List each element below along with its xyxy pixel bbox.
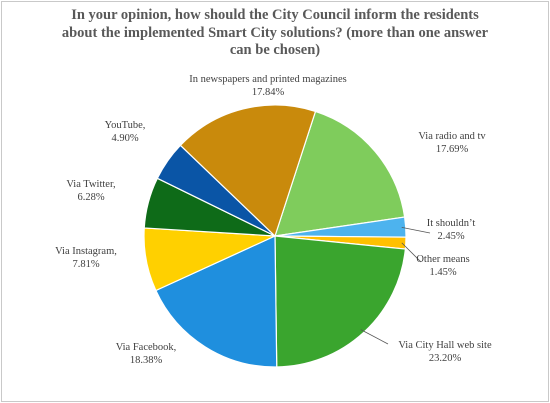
pie-slice-8 bbox=[179, 104, 317, 238]
slice-label-0: Via radio and tv bbox=[418, 131, 486, 142]
slice-label-7: YouTube, bbox=[105, 120, 146, 131]
pie-slices bbox=[143, 104, 407, 368]
pie-slice-0 bbox=[274, 110, 406, 237]
slice-label-1: It shouldn’t bbox=[427, 218, 476, 229]
slice-value-label-8: 17.84% bbox=[252, 87, 285, 98]
slice-value-label-1: 2.45% bbox=[437, 231, 464, 242]
slice-label-6: Via Twitter, bbox=[66, 179, 115, 190]
slice-label-3: Via City Hall web site bbox=[398, 340, 492, 351]
slice-value-label-4: 18.38% bbox=[130, 355, 163, 366]
chart-title-line-3: can be chosen) bbox=[229, 42, 321, 58]
chart-title-line-1: In your opinion, how should the City Cou… bbox=[71, 7, 479, 23]
slice-value-label-5: 7.81% bbox=[72, 259, 99, 270]
slice-label-5: Via Instagram, bbox=[55, 246, 117, 257]
slice-label-2: Other means bbox=[416, 254, 469, 265]
slice-value-label-0: 17.69% bbox=[436, 144, 469, 155]
slice-labels: Via radio and tv 17.69% It shouldn’t 2.45% O… bbox=[55, 74, 492, 366]
slice-label-8: In newspapers and printed magazines bbox=[189, 74, 346, 85]
chart-title-line-2: about the implemented Smart City solutio… bbox=[61, 24, 489, 41]
slice-value-label-6: 6.28% bbox=[77, 192, 104, 203]
leader-line-3 bbox=[360, 329, 389, 345]
slice-label-4: Via Facebook, bbox=[116, 342, 177, 353]
slice-value-label-7: 4.90% bbox=[111, 133, 138, 144]
slice-value-label-3: 23.20% bbox=[429, 353, 462, 364]
leader-lines bbox=[360, 226, 431, 345]
slice-value-label-2: 1.45% bbox=[429, 267, 456, 278]
leader-line-2 bbox=[401, 242, 422, 263]
leader-line-1 bbox=[401, 226, 431, 234]
chart-title: In your opinion, how should the City Cou… bbox=[40, 7, 510, 60]
pie-slice-4 bbox=[155, 235, 278, 368]
pie-slice-3 bbox=[274, 235, 407, 368]
